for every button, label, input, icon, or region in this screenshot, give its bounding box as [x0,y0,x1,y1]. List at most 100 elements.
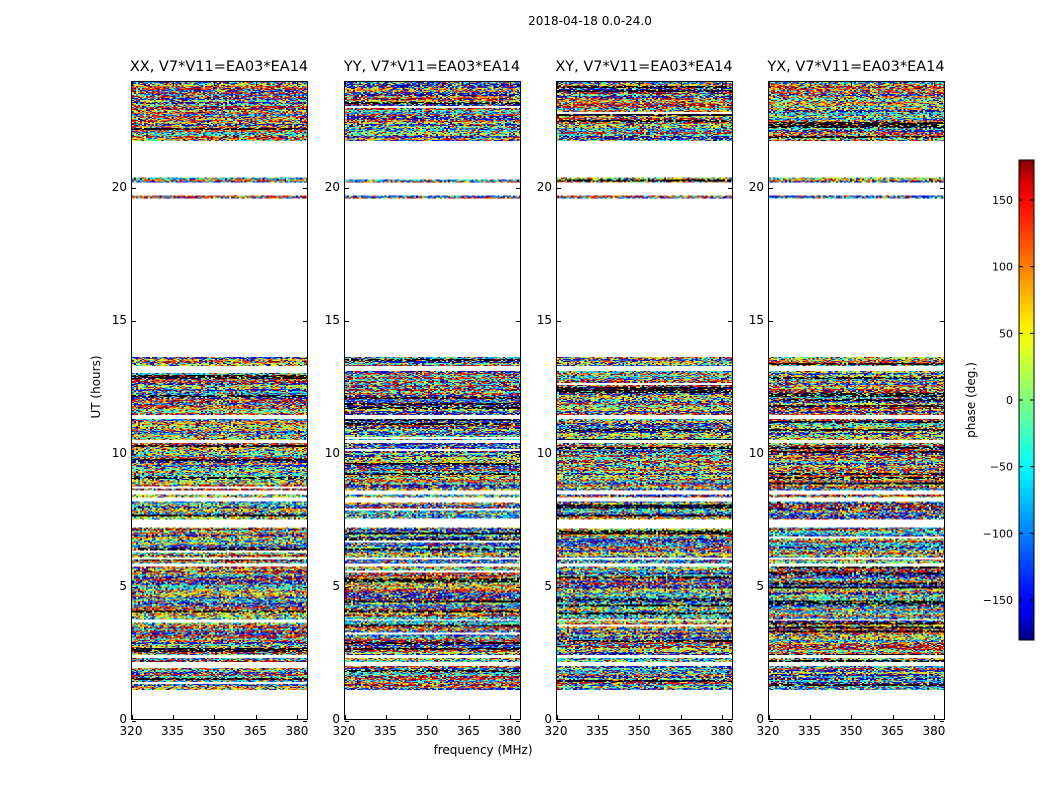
x-tick-mark [597,715,599,719]
y-tick-mark [728,454,732,456]
colorbar-tick-label: −150 [983,594,1013,607]
y-tick-mark [769,188,773,189]
y-tick-mark [940,454,944,456]
x-tick-mark [468,715,470,719]
y-tick-label: 0 [544,712,552,726]
x-tick-label: 350 [627,724,651,738]
y-tick-mark [516,587,520,589]
y-tick-mark [728,321,732,323]
y-tick-mark [132,454,136,456]
y-tick-label: 15 [111,312,127,327]
y-tick-label: 20 [748,179,764,194]
y-tick-mark [303,321,307,323]
x-tick-mark [892,715,894,719]
figure-title: 2018-04-18 0.0-24.0 [528,14,652,28]
panel-title: XY, V7*V11=EA03*EA14 [555,59,733,75]
heatmap-panel [556,81,733,722]
x-tick-label: 335 [374,724,397,738]
x-tick-mark [214,82,216,86]
colorbar-tick-label: 50 [999,327,1013,340]
y-tick-mark [345,188,349,189]
x-tick-mark [344,715,346,719]
x-tick-mark [172,82,174,86]
phase-heatmap [345,82,520,719]
y-tick-mark [728,587,732,589]
x-tick-label: 335 [798,724,821,738]
x-tick-mark [680,715,682,719]
y-tick-mark [557,587,561,589]
y-tick-mark [557,720,561,722]
x-tick-label: 365 [244,724,267,738]
colorbar-label: phase (deg.) [964,362,978,438]
panel-title: YY, V7*V11=EA03*EA14 [343,59,521,75]
panel-title: YX, V7*V11=EA03*EA14 [767,59,945,75]
x-tick-mark [131,82,133,86]
x-tick-mark [809,82,811,86]
y-tick-mark [769,720,773,722]
x-tick-mark [680,82,682,86]
x-tick-mark [639,715,641,719]
y-tick-label: 5 [332,578,340,593]
phase-heatmap [132,82,307,719]
x-tick-mark [214,715,216,719]
x-tick-mark [768,715,770,719]
x-tick-mark [510,715,512,719]
x-tick-mark [851,82,853,86]
y-tick-label: 5 [756,578,764,593]
y-tick-mark [557,454,561,456]
x-tick-label: 320 [119,724,143,738]
heatmap-panel [344,81,521,722]
x-tick-mark [255,715,257,719]
y-tick-mark [769,587,773,589]
y-tick-mark [303,188,307,189]
x-tick-label: 365 [881,724,904,738]
y-tick-label: 5 [119,578,127,593]
x-tick-label: 365 [669,724,692,738]
x-tick-mark [468,82,470,86]
x-tick-mark [722,82,724,86]
y-tick-mark [557,321,561,323]
y-tick-mark [132,321,136,323]
colorbar-tick-label: −50 [990,461,1013,474]
x-tick-label: 380 [710,724,734,738]
y-tick-mark [345,587,349,589]
x-tick-label: 365 [457,724,480,738]
colorbar-tick-label: 150 [992,194,1013,207]
y-tick-mark [303,454,307,456]
y-tick-mark [345,454,349,456]
y-tick-mark [303,720,307,722]
x-tick-mark [934,715,936,719]
x-axis-label: frequency (MHz) [433,743,533,757]
colorbar-tick-label: −100 [983,527,1013,540]
colorbar-tick-label: 100 [992,261,1013,274]
x-tick-mark [385,82,387,86]
y-tick-mark [728,720,732,722]
x-tick-label: 380 [498,724,522,738]
phase-heatmap [557,82,732,719]
x-tick-mark [510,82,512,86]
y-tick-label: 0 [119,712,127,726]
x-tick-mark [597,82,599,86]
y-tick-mark [728,188,732,189]
y-tick-label: 10 [324,445,340,460]
y-tick-mark [940,720,944,722]
x-tick-mark [809,715,811,719]
y-tick-label: 5 [544,578,552,593]
x-tick-label: 335 [586,724,609,738]
phase-heatmap [769,82,944,719]
x-tick-mark [255,82,257,86]
x-tick-mark [934,82,936,86]
x-tick-label: 320 [756,724,780,738]
y-tick-mark [940,321,944,323]
x-tick-mark [427,715,429,719]
x-tick-mark [427,82,429,86]
x-tick-mark [297,82,299,86]
y-tick-mark [516,188,520,189]
x-tick-mark [297,715,299,719]
y-tick-mark [557,188,561,189]
y-tick-mark [769,454,773,456]
x-tick-mark [768,82,770,86]
y-tick-label: 20 [324,179,340,194]
